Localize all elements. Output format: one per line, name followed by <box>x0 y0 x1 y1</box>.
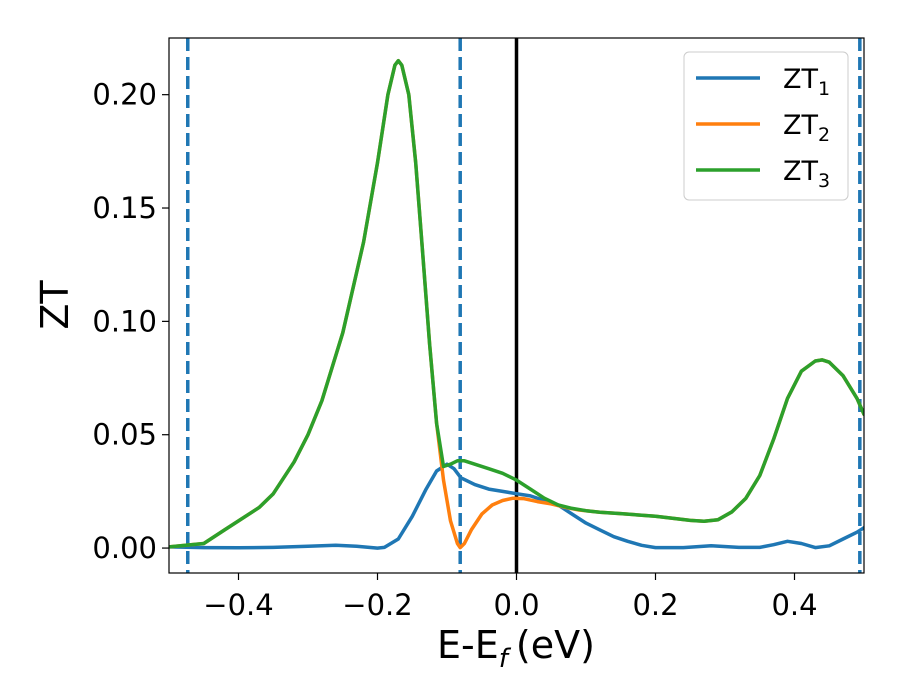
y-tick-label: 0.20 <box>92 78 157 112</box>
legend: ZT1 ZT2 ZT3 <box>683 51 849 201</box>
y-axis-title: ZT <box>33 280 77 330</box>
series-lines <box>169 58 864 550</box>
x-axis-ticks: −0.4 −0.2 0.0 0.2 0.4 <box>203 573 818 622</box>
x-tick-label: 0.4 <box>771 588 817 622</box>
x-axis-title-unit: (eV) <box>516 623 595 667</box>
y-tick-label: 0.15 <box>92 191 157 225</box>
legend-box <box>683 51 849 201</box>
legend-label-zt1: ZT1 <box>783 64 830 100</box>
reference-lines <box>186 38 862 573</box>
x-axis-title-subscript: f <box>499 644 512 674</box>
x-tick-label: −0.2 <box>342 588 412 622</box>
legend-label-zt3: ZT3 <box>783 156 830 192</box>
y-tick-label: 0.10 <box>92 304 157 338</box>
x-tick-label: 0.2 <box>632 588 678 622</box>
y-axis-ticks: 0.00 0.05 0.10 0.15 0.20 <box>92 78 169 565</box>
series-line-zt3 <box>169 58 864 549</box>
x-tick-label: 0.0 <box>493 588 539 622</box>
legend-label-zt2: ZT2 <box>783 110 830 146</box>
series-line-zt1 <box>169 462 864 550</box>
y-tick-label: 0.00 <box>92 531 157 565</box>
x-tick-label: −0.4 <box>203 588 273 622</box>
x-axis-title: E-Ef (eV) <box>437 623 595 674</box>
y-tick-label: 0.05 <box>92 418 157 452</box>
